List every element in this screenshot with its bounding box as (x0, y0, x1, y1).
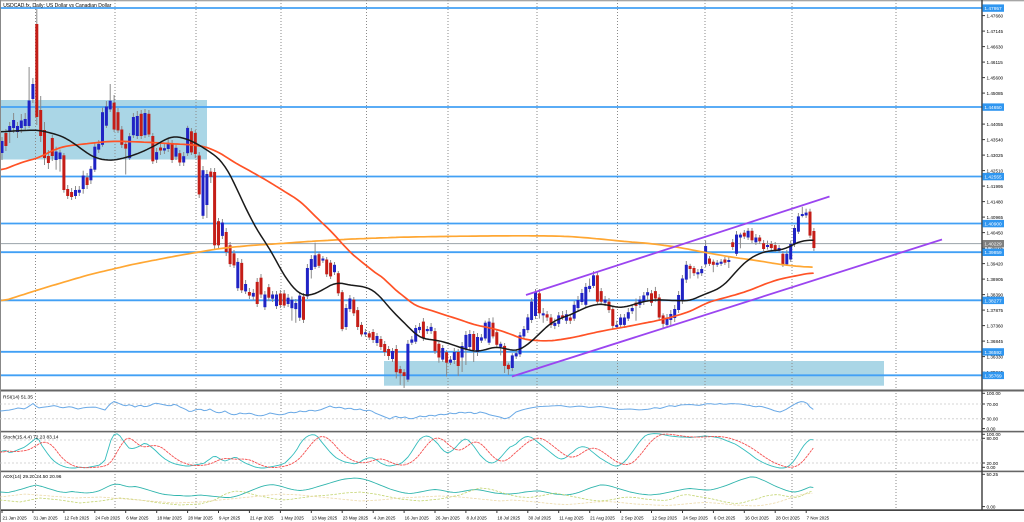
svg-text:30.00: 30.00 (987, 417, 999, 422)
svg-text:21 Jan 2025: 21 Jan 2025 (3, 515, 28, 520)
svg-text:1.44055: 1.44055 (987, 122, 1004, 127)
svg-text:1.38390: 1.38390 (987, 292, 1004, 297)
svg-text:7 Nov 2025: 7 Nov 2025 (807, 515, 830, 520)
svg-text:1.40229: 1.40229 (984, 242, 1002, 248)
svg-text:1.38905: 1.38905 (987, 277, 1004, 282)
svg-text:1.36845: 1.36845 (987, 339, 1004, 344)
svg-text:70.00: 70.00 (987, 402, 999, 407)
svg-text:1.38277: 1.38277 (984, 298, 1002, 304)
svg-text:18 Jul 2025: 18 Jul 2025 (497, 515, 520, 520)
svg-text:1.47145: 1.47145 (987, 29, 1004, 34)
svg-text:1.47957: 1.47957 (984, 6, 1002, 12)
svg-text:30 Jul 2025: 30 Jul 2025 (528, 515, 551, 520)
svg-text:1.40900: 1.40900 (984, 222, 1002, 228)
svg-text:1.46115: 1.46115 (987, 60, 1004, 65)
svg-text:1.45085: 1.45085 (987, 91, 1004, 96)
svg-text:1.41480: 1.41480 (987, 199, 1004, 204)
svg-text:28 Mar 2025: 28 Mar 2025 (188, 515, 213, 520)
svg-text:18 Mar 2025: 18 Mar 2025 (157, 515, 182, 520)
svg-text:50.25: 50.25 (987, 472, 999, 477)
svg-text:80.00: 80.00 (987, 436, 999, 441)
svg-text:20.00: 20.00 (987, 461, 999, 466)
svg-text:21 Apr 2025: 21 Apr 2025 (250, 515, 274, 520)
svg-text:21 Aug 2025: 21 Aug 2025 (590, 515, 615, 520)
svg-text:0.00: 0.00 (987, 426, 996, 431)
svg-text:4 Jun 2025: 4 Jun 2025 (374, 515, 396, 520)
svg-text:9 Apr 2025: 9 Apr 2025 (219, 515, 241, 520)
svg-text:1.40450: 1.40450 (987, 230, 1004, 235)
svg-text:12 Sep 2025: 12 Sep 2025 (652, 515, 677, 520)
svg-text:1 May 2025: 1 May 2025 (281, 515, 305, 520)
svg-text:RSI(14) 51.35: RSI(14) 51.35 (3, 394, 33, 400)
svg-text:13 May 2025: 13 May 2025 (312, 515, 338, 520)
svg-text:16 Oct 2025: 16 Oct 2025 (745, 515, 769, 520)
svg-text:2 Sep 2025: 2 Sep 2025 (621, 515, 644, 520)
svg-text:26 Jun 2025: 26 Jun 2025 (436, 515, 461, 520)
svg-text:1.39420: 1.39420 (987, 261, 1004, 266)
svg-text:1.46630: 1.46630 (987, 44, 1004, 49)
svg-text:6 Mar 2025: 6 Mar 2025 (126, 515, 149, 520)
svg-text:16 Jun 2025: 16 Jun 2025 (405, 515, 430, 520)
svg-text:ADX(14) 29.20 24.50 20.96: ADX(14) 29.20 24.50 20.96 (3, 474, 62, 480)
svg-text:0.00: 0.00 (987, 465, 996, 470)
svg-text:1.43540: 1.43540 (987, 137, 1004, 142)
svg-text:1.47660: 1.47660 (987, 13, 1004, 18)
svg-text:Stoch(15,4,4) 72.23 83.14: Stoch(15,4,4) 72.23 83.14 (3, 435, 59, 441)
svg-text:24 Feb 2025: 24 Feb 2025 (95, 515, 120, 520)
svg-text:100.00: 100.00 (987, 391, 1001, 396)
svg-text:11 Aug 2025: 11 Aug 2025 (559, 515, 584, 520)
svg-text:6 Oct 2025: 6 Oct 2025 (714, 515, 736, 520)
svg-text:1.43025: 1.43025 (987, 153, 1004, 158)
svg-text:1.45600: 1.45600 (987, 75, 1004, 80)
svg-text:0.00: 0.00 (987, 504, 996, 509)
svg-text:USDCAD.fx, Daily: US Dollar v: USDCAD.fx, Daily: US Dollar vs Canadian … (3, 3, 111, 9)
svg-text:100.00: 100.00 (987, 432, 1001, 437)
svg-text:23 May 2025: 23 May 2025 (343, 515, 369, 520)
svg-text:1.35769: 1.35769 (984, 373, 1002, 379)
svg-text:1.39935: 1.39935 (987, 246, 1004, 251)
svg-text:1.41995: 1.41995 (987, 184, 1004, 189)
svg-text:1.44650: 1.44650 (984, 105, 1002, 111)
svg-text:1.37875: 1.37875 (987, 308, 1004, 313)
svg-text:1.36330: 1.36330 (987, 354, 1004, 359)
svg-text:12 Feb 2025: 12 Feb 2025 (64, 515, 89, 520)
svg-text:1.42510: 1.42510 (987, 168, 1004, 173)
svg-text:1.40965: 1.40965 (987, 215, 1004, 220)
svg-text:1.39859: 1.39859 (984, 250, 1002, 256)
svg-text:1.37360: 1.37360 (987, 323, 1004, 328)
svg-text:8 Jul 2025: 8 Jul 2025 (466, 515, 487, 520)
svg-text:24 Sep 2025: 24 Sep 2025 (683, 515, 708, 520)
svg-text:1.36592: 1.36592 (984, 350, 1002, 356)
svg-text:31 Jan 2025: 31 Jan 2025 (33, 515, 58, 520)
svg-text:28 Oct 2025: 28 Oct 2025 (776, 515, 800, 520)
svg-text:1.42555: 1.42555 (984, 175, 1002, 181)
